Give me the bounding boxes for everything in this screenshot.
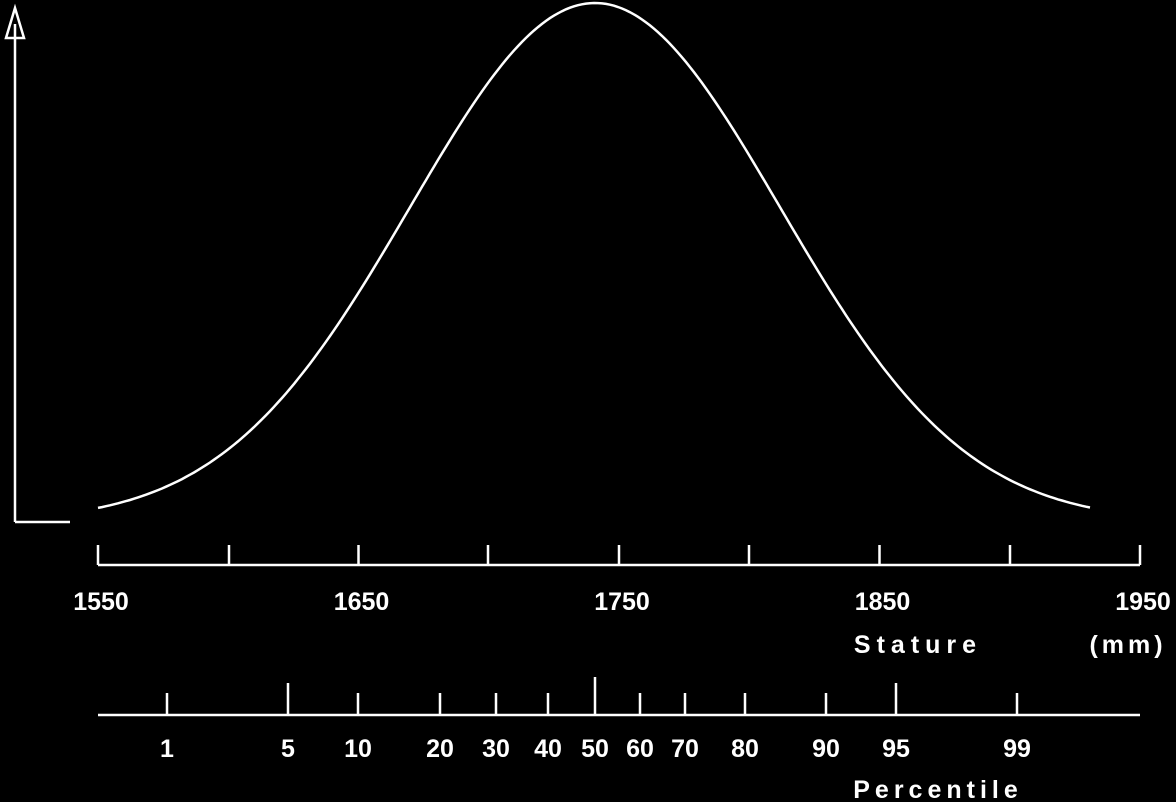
percentile-tick-label: 5	[281, 735, 295, 763]
distribution-curve	[97, 1, 1091, 510]
percentile-tick-label: 1	[160, 735, 174, 763]
percentile-tick-label: 80	[731, 735, 759, 763]
y-arrow-axis	[4, 3, 70, 524]
percentile-tick-label: 90	[812, 735, 840, 763]
stature-tick-label: 1950	[1115, 588, 1171, 616]
percentile-tick-label: 30	[482, 735, 510, 763]
percentile-tick-label: 40	[534, 735, 562, 763]
stature-unit: (mm)	[1089, 631, 1166, 659]
stature-tick-label: 1750	[594, 588, 650, 616]
percentile-tick-label: 20	[426, 735, 454, 763]
percentile-tick-label: 70	[671, 735, 699, 763]
percentile-label: Percentile	[853, 776, 1023, 802]
stature-tick-label: 1650	[334, 588, 390, 616]
minor-ticks	[227, 545, 1012, 565]
percentile-tick-label: 95	[882, 735, 910, 763]
percentile-tick-label: 99	[1003, 735, 1031, 763]
percentile-tick-label: 50	[581, 735, 609, 763]
percentile-tick-label: 60	[626, 735, 654, 763]
stature-tick-label: 1550	[73, 588, 129, 616]
stature-label: Stature	[854, 631, 982, 659]
percentile-tick-label: 10	[344, 735, 372, 763]
stature-tick-label: 1850	[855, 588, 911, 616]
